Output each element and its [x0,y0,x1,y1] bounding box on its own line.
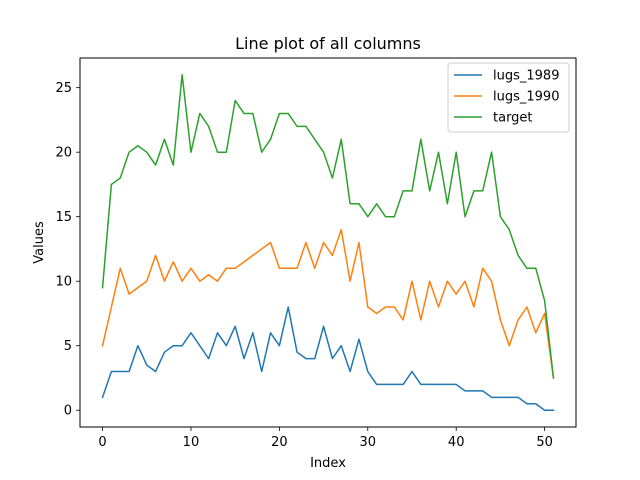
x-tick-label: 0 [98,435,106,450]
y-tick-label: 15 [55,210,72,225]
y-axis-label: Values [32,221,47,264]
legend-box [447,62,570,133]
y-tick-label: 5 [64,339,72,354]
y-tick-label: 20 [55,146,72,161]
y-tick-label: 10 [55,275,72,290]
series-line-lugs_1990 [101,228,555,379]
y-tick-label: 0 [64,404,72,419]
legend-label-target: target [493,111,533,126]
x-tick-label: 40 [448,435,465,450]
x-tick-label: 10 [183,435,200,450]
x-tick-label: 50 [536,435,553,450]
x-axis-label: Index [310,456,346,471]
plot-frame [79,57,577,428]
y-axis: 0 5 10 15 20 25 [55,81,80,419]
x-tick-label: 30 [360,435,377,450]
legend-label-lugs_1990: lugs_1990 [493,90,559,105]
legend-label-lugs_1989: lugs_1989 [493,69,559,84]
series-line-target [101,74,555,379]
y-tick-label: 25 [55,81,72,96]
x-tick-label: 20 [271,435,288,450]
series-layer [101,74,555,411]
chart-title: Line plot of all columns [235,34,421,53]
x-axis: 0 10 20 30 40 50 [98,427,553,450]
series-line-lugs_1989 [101,306,555,411]
